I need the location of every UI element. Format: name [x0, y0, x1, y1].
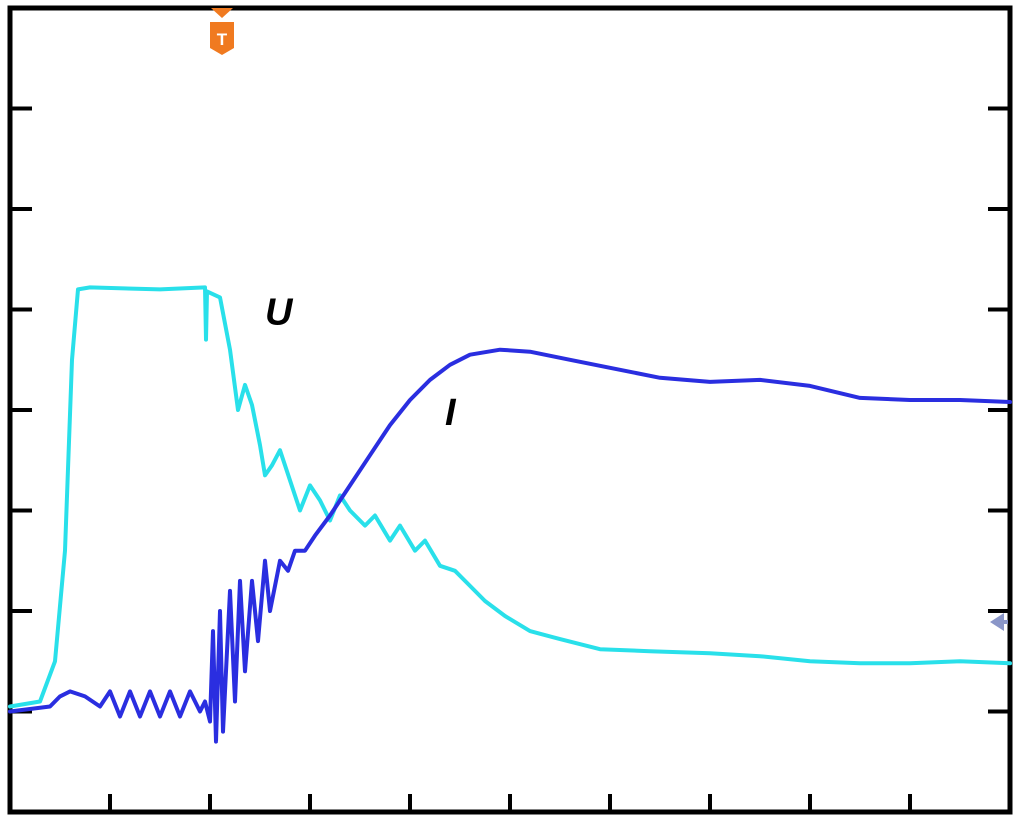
trace-u	[8, 285, 1012, 709]
trace-label-i: I	[445, 392, 457, 434]
trace-i	[8, 347, 1012, 744]
axis-ticks	[10, 106, 1010, 812]
plot-frame	[7, 5, 1013, 815]
trigger-marker-icon: T	[210, 8, 234, 55]
traces	[8, 285, 1012, 744]
trace-labels: UI	[265, 292, 457, 435]
markers: T	[210, 8, 1008, 631]
svg-text:T: T	[217, 30, 228, 49]
reference-level-arrow-icon	[990, 613, 1008, 631]
trace-label-u: U	[265, 292, 294, 334]
